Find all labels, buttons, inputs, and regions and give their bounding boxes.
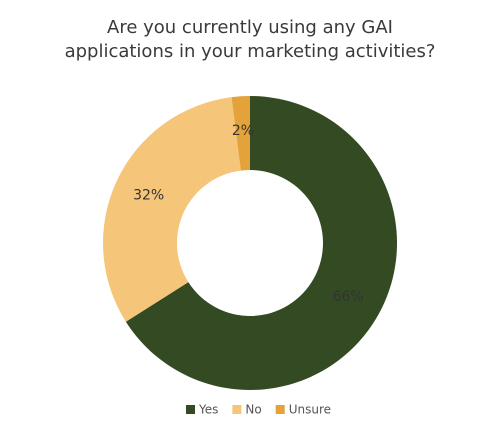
donut-slice xyxy=(102,97,241,322)
donut-slice xyxy=(125,96,397,390)
data-label: 66% xyxy=(333,289,364,305)
legend-swatch xyxy=(232,405,242,414)
legend-label: Yes xyxy=(198,403,218,417)
legend-swatch xyxy=(186,405,195,414)
legend-label: Unsure xyxy=(289,403,331,417)
legend-swatch xyxy=(275,405,285,414)
data-label: 32% xyxy=(133,187,164,203)
donut-slice xyxy=(231,96,250,171)
data-label: 2% xyxy=(232,123,254,139)
chart-title: Are you currently using any GAI xyxy=(107,17,393,38)
chart-title: applications in your marketing activitie… xyxy=(65,41,436,62)
legend-label: No xyxy=(245,403,261,417)
